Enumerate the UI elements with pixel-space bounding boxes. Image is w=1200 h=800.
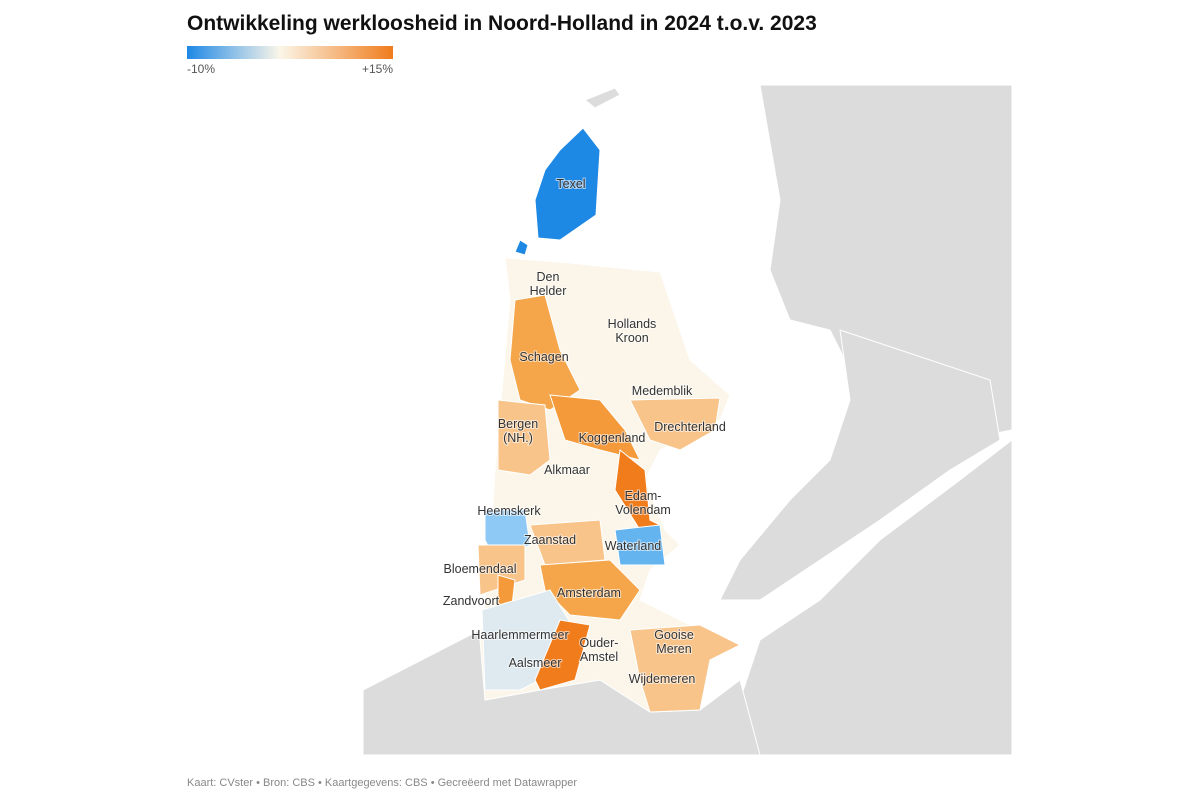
place-label: Heemskerk [477, 504, 541, 518]
label-line: Helder [530, 284, 567, 298]
place-label: Bloemendaal [444, 562, 517, 576]
label-line: (NH.) [503, 431, 533, 445]
place-label: Alkmaar [544, 463, 590, 477]
place-labels: Texel Den Helder Hollands Kroon Schagen Me… [442, 176, 727, 687]
label-line: Edam- [625, 489, 662, 503]
legend-bar [187, 46, 393, 59]
label-line: Gooise [654, 628, 694, 642]
surrounding-land [362, 84, 1013, 756]
place-label: Den Helder [530, 270, 567, 298]
label-line: Ouder- [580, 636, 619, 650]
place-label: Amsterdam [557, 586, 621, 600]
label-line: Hollands [608, 317, 657, 331]
place-label: Edam-Volendam [615, 489, 671, 517]
label-line: Volendam [615, 503, 671, 517]
place-label: Medemblik [632, 384, 693, 398]
place-label: Aalsmeer [509, 656, 562, 670]
label-line: Kroon [615, 331, 648, 345]
place-label: Texel [556, 177, 585, 191]
label-line: Meren [656, 642, 691, 656]
place-label: Wijdemeren [629, 672, 696, 686]
title: Ontwikkeling werkloosheid in Noord-Holla… [187, 12, 817, 35]
place-label: Hollands Kroon [608, 317, 657, 345]
label-line: Amstel [580, 650, 618, 664]
municipalities [477, 127, 742, 713]
place-label: Zandvoort [443, 594, 500, 608]
place-label: Ouder-Amstel [580, 636, 619, 664]
place-label: Gooise Meren [654, 628, 694, 656]
place-label: Koggenland [579, 431, 646, 445]
footer: Kaart: CVster • Bron: CBS • Kaartgegeven… [187, 777, 577, 789]
label-line: Den [537, 270, 560, 284]
label-line: Bergen [498, 417, 538, 431]
legend-min: -10% [187, 62, 215, 76]
place-label: Zaanstad [524, 533, 576, 547]
place-label: Schagen [519, 350, 568, 364]
place-label: Drechterland [654, 420, 726, 434]
place-label: Bergen (NH.) [498, 417, 538, 445]
place-label: Haarlemmermeer [471, 628, 568, 642]
place-label: Waterland [605, 539, 662, 553]
legend-max: +15% [362, 62, 393, 76]
